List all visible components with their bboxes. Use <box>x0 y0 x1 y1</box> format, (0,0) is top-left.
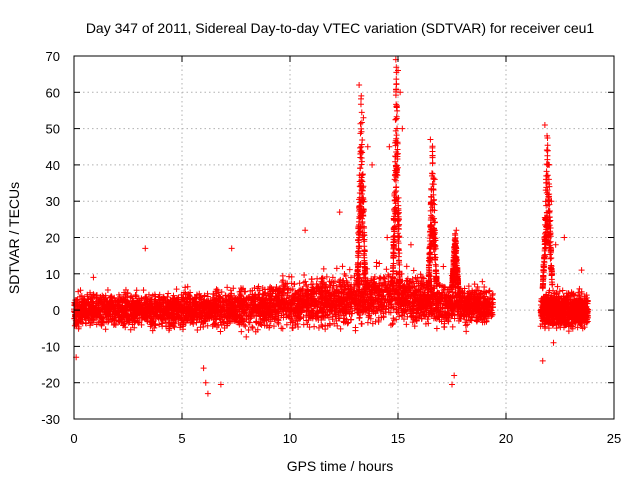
data-point <box>462 322 469 329</box>
data-point <box>559 287 566 294</box>
data-point <box>173 286 180 293</box>
data-point <box>376 275 383 282</box>
data-point <box>311 323 318 330</box>
data-point <box>441 323 448 330</box>
data-point <box>194 327 201 334</box>
data-point <box>337 325 344 332</box>
data-point <box>302 278 309 285</box>
data-point <box>346 266 353 273</box>
data-point <box>249 323 256 330</box>
data-point <box>364 319 371 326</box>
data-point <box>383 266 390 273</box>
data-point <box>373 259 380 266</box>
data-point <box>217 328 224 335</box>
data-point <box>319 275 326 282</box>
data-point <box>352 324 359 331</box>
data-point <box>308 276 315 283</box>
data-point <box>403 321 410 328</box>
data-point <box>224 284 231 291</box>
data-point <box>479 278 486 285</box>
data-point <box>165 290 172 297</box>
data-point <box>481 284 488 291</box>
data-point <box>238 328 245 335</box>
data-point <box>286 273 293 280</box>
data-point <box>140 287 147 294</box>
data-point <box>355 271 362 278</box>
data-point <box>471 281 478 288</box>
chart-title: Day 347 of 2011, Sidereal Day-to-day VTE… <box>86 20 595 36</box>
data-point <box>465 283 472 290</box>
data-point <box>348 316 355 323</box>
data-point <box>246 319 253 326</box>
data-point <box>417 271 424 278</box>
data-point <box>377 274 384 281</box>
data-point <box>358 320 365 327</box>
data-point <box>385 271 392 278</box>
data-point <box>449 323 456 330</box>
data-points <box>71 56 592 397</box>
data-point <box>376 260 383 267</box>
data-point <box>463 328 470 335</box>
data-point <box>339 263 346 270</box>
data-point <box>184 283 191 290</box>
data-point <box>102 326 109 333</box>
data-point <box>420 275 427 282</box>
data-point <box>319 323 326 330</box>
data-point <box>444 317 451 324</box>
gridlines <box>74 56 614 419</box>
data-point <box>403 263 410 270</box>
data-point <box>104 287 111 294</box>
data-point <box>127 326 134 333</box>
data-point <box>474 283 481 290</box>
data-point <box>320 265 327 272</box>
data-point <box>133 287 140 294</box>
data-point <box>333 265 340 272</box>
data-point <box>296 280 303 287</box>
data-point <box>279 272 286 279</box>
data-point <box>301 271 308 278</box>
data-point <box>158 320 165 327</box>
data-point <box>356 315 363 322</box>
data-point <box>314 275 321 282</box>
data-point <box>278 325 285 332</box>
data-point <box>243 333 250 340</box>
data-point <box>410 267 417 274</box>
data-point <box>433 325 440 332</box>
